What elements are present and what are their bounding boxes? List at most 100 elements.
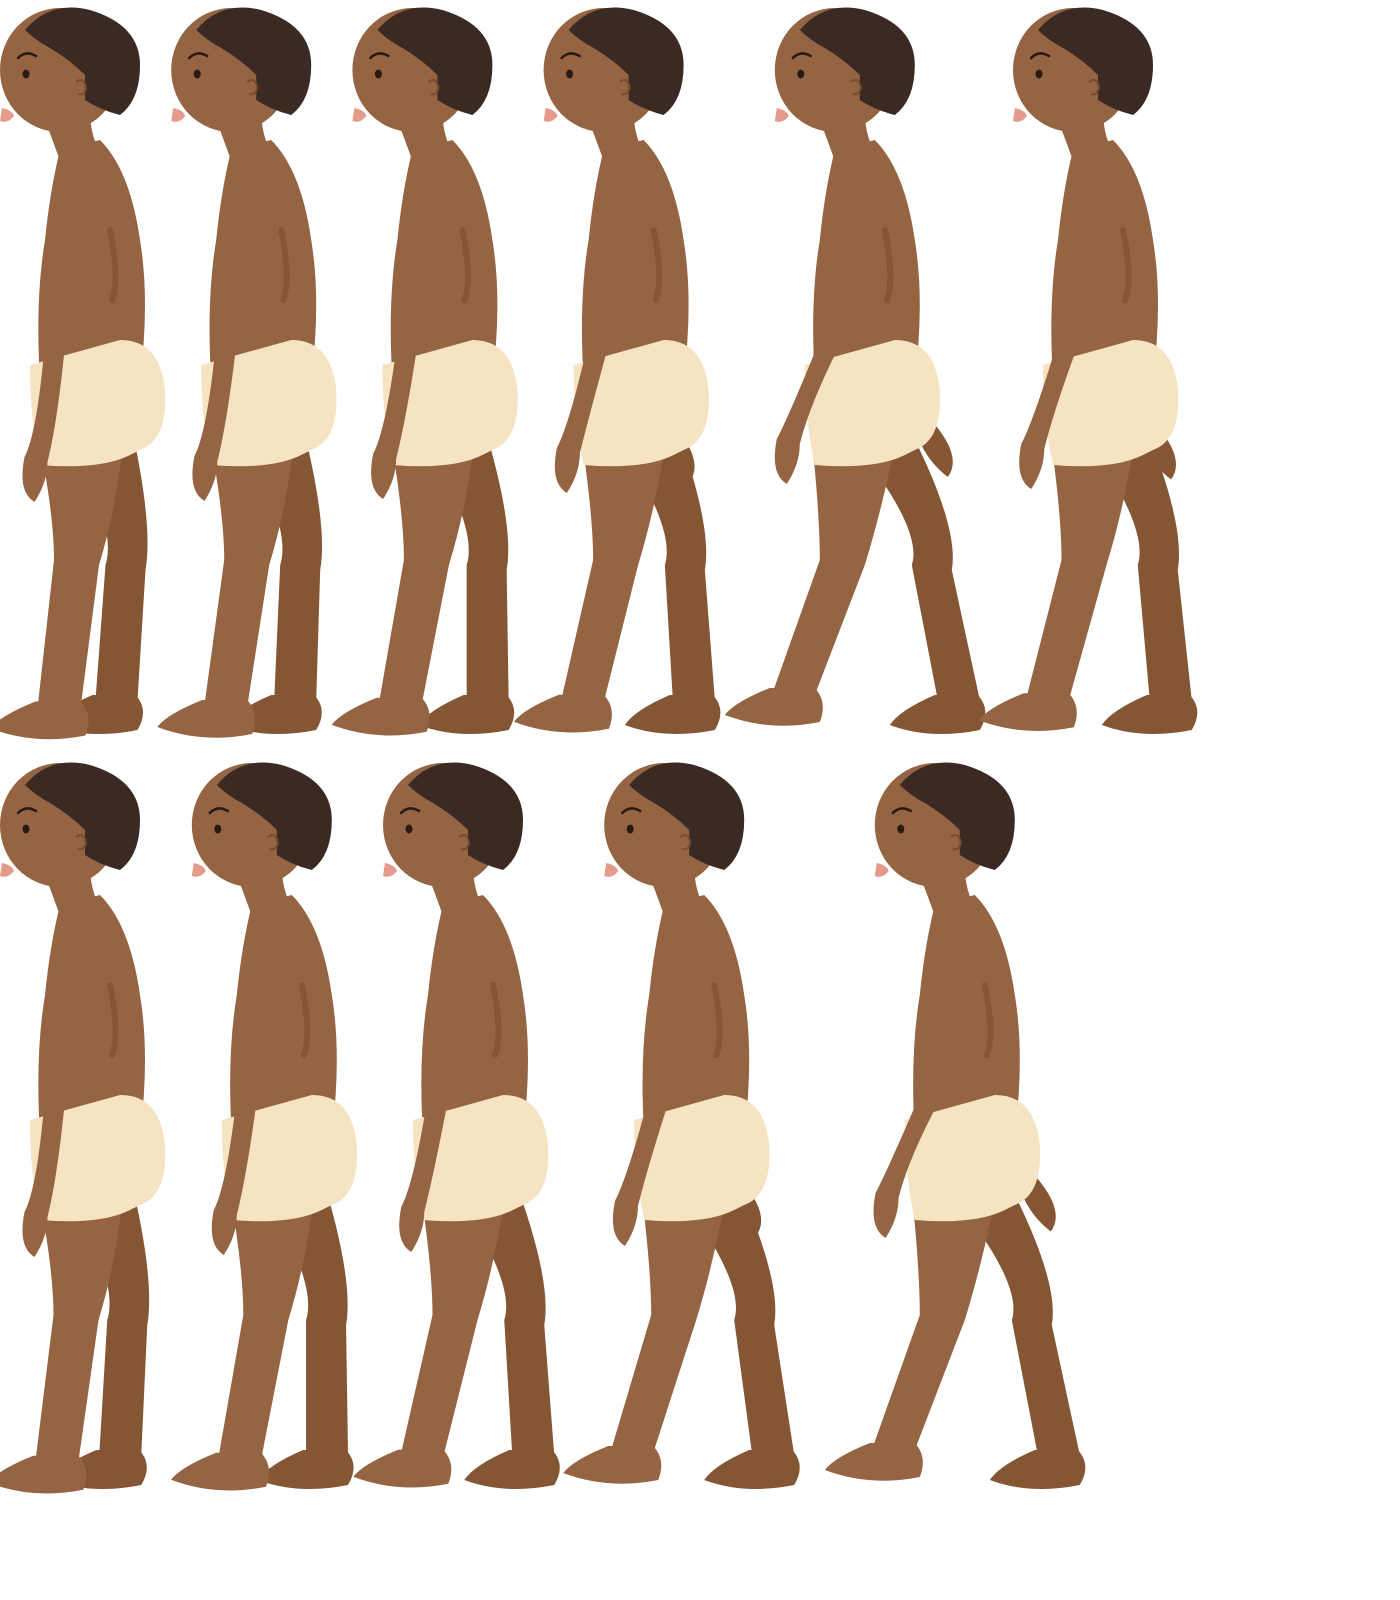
back-leg (231, 420, 323, 700)
walk-frame-3 (331, 7, 518, 736)
back-foot (418, 695, 515, 734)
hair (216, 762, 332, 870)
walk-frame-2 (157, 7, 337, 738)
back-leg (1073, 420, 1192, 700)
diaper (201, 340, 337, 467)
mouth (874, 863, 889, 877)
torso-crease (981, 982, 994, 1058)
diaper (30, 340, 166, 467)
ear-icon (75, 834, 88, 851)
eyebrow (399, 807, 421, 815)
torso-crease (278, 227, 290, 303)
front-foot (157, 700, 256, 738)
walk-frame-9 (353, 762, 560, 1489)
hair (1038, 7, 1153, 115)
walk-frame-11 (824, 762, 1086, 1489)
back-leg (934, 1175, 1080, 1455)
eyebrow (1029, 52, 1051, 60)
hair (629, 762, 745, 870)
hair (568, 7, 684, 115)
back-leg (412, 420, 509, 700)
eye (797, 69, 805, 79)
torso-crease (298, 982, 311, 1058)
front-foot (978, 693, 1077, 731)
front-leg (35, 1175, 125, 1463)
mouth (604, 863, 619, 877)
diaper (221, 1095, 358, 1222)
back-leg (443, 1175, 555, 1455)
eye (1035, 69, 1043, 79)
front-arm (1019, 180, 1108, 489)
torso-crease (650, 227, 663, 303)
eyebrow (791, 52, 813, 60)
front-foot (353, 1449, 452, 1488)
front-arm (22, 935, 96, 1257)
eyebrow (208, 807, 230, 815)
front-leg (771, 420, 900, 695)
torso-crease (490, 982, 502, 1058)
mouth (774, 108, 789, 122)
diaper (413, 1095, 549, 1222)
front-arm (22, 180, 96, 502)
diaper (904, 1095, 1041, 1222)
back-leg (60, 1175, 150, 1455)
eye (897, 824, 905, 834)
ear-icon (619, 79, 631, 96)
walk-frame-8 (171, 762, 358, 1491)
front-arm (399, 935, 478, 1252)
back-foot (258, 1450, 354, 1489)
front-foot (824, 1443, 923, 1481)
ear-icon (679, 834, 692, 851)
eye (374, 69, 382, 79)
back-foot (889, 695, 986, 734)
front-leg (218, 1175, 317, 1460)
back-foot (464, 1450, 560, 1489)
eye (22, 824, 30, 834)
front-foot (563, 1446, 662, 1484)
ear-icon (75, 79, 88, 96)
front-foot (171, 1452, 270, 1491)
ear-icon (267, 834, 279, 851)
hair (196, 7, 312, 115)
eye (214, 824, 222, 834)
front-leg (400, 1175, 508, 1457)
eyebrow (187, 52, 209, 60)
front-arm (192, 180, 267, 501)
walk-frame-5 (724, 7, 986, 734)
front-arm (774, 180, 870, 484)
walk-frame-4 (513, 7, 721, 734)
front-leg (610, 1175, 730, 1453)
hair (408, 762, 523, 870)
torso-crease (881, 227, 894, 303)
walk-frame-10 (563, 762, 800, 1489)
mouth (543, 108, 558, 122)
walk-frame-7 (0, 762, 166, 1494)
front-arm (612, 935, 700, 1246)
eye (566, 69, 574, 79)
eye (405, 824, 413, 834)
ear-icon (246, 79, 259, 96)
front-foot (0, 701, 89, 740)
front-arm (371, 180, 448, 499)
front-foot (0, 1455, 87, 1494)
hair (25, 762, 140, 870)
back-foot (624, 695, 721, 734)
eye (626, 824, 634, 834)
diaper (573, 340, 709, 467)
eyebrow (16, 52, 38, 60)
diaper (634, 1095, 770, 1222)
front-arm (873, 935, 970, 1238)
ear-icon (458, 834, 471, 851)
eyebrow (891, 807, 913, 815)
diaper (804, 340, 941, 467)
back-leg (60, 420, 148, 700)
front-arm (554, 180, 639, 493)
back-leg (603, 420, 715, 700)
torso-crease (711, 982, 723, 1058)
mouth (0, 108, 14, 122)
back-leg (251, 1175, 349, 1455)
eyebrow (560, 52, 581, 60)
eyebrow (16, 807, 38, 815)
torso-crease (107, 227, 119, 303)
torso-crease (459, 227, 471, 303)
